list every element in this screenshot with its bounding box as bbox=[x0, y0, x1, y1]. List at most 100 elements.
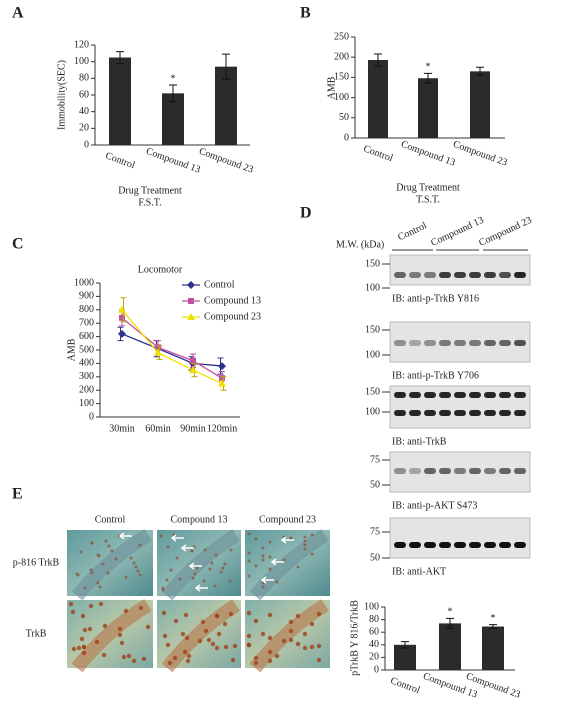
point bbox=[190, 357, 196, 364]
cell bbox=[98, 601, 104, 607]
band bbox=[439, 392, 451, 398]
y-tick-label: 60 bbox=[369, 626, 379, 637]
blot-label: IB: anti-p-TrkB Y816 bbox=[392, 293, 479, 304]
cell bbox=[302, 645, 308, 651]
legend-marker bbox=[187, 313, 195, 320]
band bbox=[514, 468, 526, 474]
y-axis-label: AMB bbox=[326, 76, 337, 99]
cell bbox=[303, 539, 307, 543]
cell bbox=[138, 605, 144, 611]
band bbox=[484, 272, 496, 278]
x-tick-label: Compound 13 bbox=[144, 146, 201, 176]
cell bbox=[70, 609, 76, 615]
error-bar bbox=[401, 641, 409, 649]
x-tick-label: Compound 13 bbox=[399, 139, 456, 169]
cell bbox=[94, 639, 100, 645]
cell bbox=[288, 637, 294, 643]
cell bbox=[309, 621, 315, 627]
cell bbox=[82, 627, 88, 633]
band bbox=[514, 340, 526, 346]
arrow bbox=[180, 544, 194, 552]
band bbox=[514, 542, 526, 548]
y-axis-label: pTrkB Y 816/TrkB bbox=[349, 600, 360, 676]
cell bbox=[223, 644, 229, 650]
error-bar bbox=[476, 66, 484, 76]
cell bbox=[68, 601, 74, 607]
band bbox=[484, 468, 496, 474]
cell bbox=[261, 558, 265, 562]
y-tick-label: 100 bbox=[364, 601, 379, 612]
point bbox=[118, 329, 126, 338]
cell bbox=[275, 580, 279, 584]
point bbox=[118, 305, 126, 313]
cell bbox=[274, 653, 280, 659]
point bbox=[154, 348, 162, 356]
cell bbox=[208, 567, 212, 571]
y-tick-label: 100 bbox=[79, 398, 94, 409]
band bbox=[394, 392, 406, 398]
significance-marker: * bbox=[426, 62, 431, 73]
bar bbox=[109, 57, 131, 145]
legend-label: Compound 23 bbox=[204, 311, 261, 322]
x-axis-label: Drug Treatment bbox=[118, 185, 182, 196]
band bbox=[394, 272, 406, 278]
cell bbox=[96, 581, 100, 585]
bar bbox=[394, 644, 416, 670]
cell-layer bbox=[71, 599, 152, 673]
cell bbox=[172, 655, 178, 661]
band bbox=[394, 410, 406, 416]
cell bbox=[138, 573, 142, 577]
band bbox=[424, 542, 436, 548]
band bbox=[409, 542, 421, 548]
band bbox=[514, 272, 526, 278]
y-axis-label: Immobility(SEC) bbox=[56, 60, 67, 130]
cell bbox=[303, 535, 307, 539]
point bbox=[219, 375, 225, 382]
cell bbox=[282, 558, 286, 562]
cell-layer bbox=[249, 599, 329, 673]
error-bar bbox=[489, 624, 497, 629]
cell bbox=[88, 603, 94, 609]
cell bbox=[202, 579, 206, 583]
y-tick-label: 800 bbox=[79, 304, 94, 315]
cell bbox=[296, 565, 300, 569]
bar bbox=[215, 66, 237, 145]
cell bbox=[216, 631, 222, 637]
cell bbox=[261, 554, 265, 558]
cell bbox=[175, 556, 179, 560]
cell bbox=[169, 568, 173, 572]
cell bbox=[126, 653, 132, 659]
cell bbox=[90, 571, 94, 575]
mw-marker: 150 bbox=[365, 324, 380, 335]
cell bbox=[253, 618, 259, 624]
error-bar bbox=[116, 51, 124, 64]
band bbox=[499, 542, 511, 548]
blot-label: IB: anti-AKT bbox=[392, 566, 446, 577]
cell-layer bbox=[161, 529, 240, 601]
band bbox=[469, 340, 481, 346]
lane-group-label: Control bbox=[396, 220, 429, 243]
band bbox=[424, 340, 436, 346]
cell bbox=[110, 549, 114, 553]
x-tick-label: Control bbox=[362, 143, 395, 164]
x-tick-label: 60min bbox=[145, 423, 171, 434]
cell bbox=[229, 548, 233, 552]
cell bbox=[260, 631, 266, 637]
cell-layer bbox=[249, 529, 329, 601]
cell bbox=[268, 555, 272, 559]
y-tick-label: 40 bbox=[369, 639, 379, 650]
cell bbox=[210, 641, 216, 647]
cell bbox=[267, 649, 273, 655]
y-tick-label: 100 bbox=[74, 56, 89, 67]
point bbox=[189, 366, 197, 374]
cell bbox=[203, 548, 207, 552]
cell bbox=[261, 581, 265, 585]
cell bbox=[228, 579, 232, 583]
band bbox=[394, 468, 406, 474]
band bbox=[499, 272, 511, 278]
band bbox=[484, 410, 496, 416]
cell bbox=[247, 574, 251, 578]
cell bbox=[222, 621, 228, 627]
cell bbox=[214, 553, 218, 557]
cell bbox=[183, 612, 189, 618]
